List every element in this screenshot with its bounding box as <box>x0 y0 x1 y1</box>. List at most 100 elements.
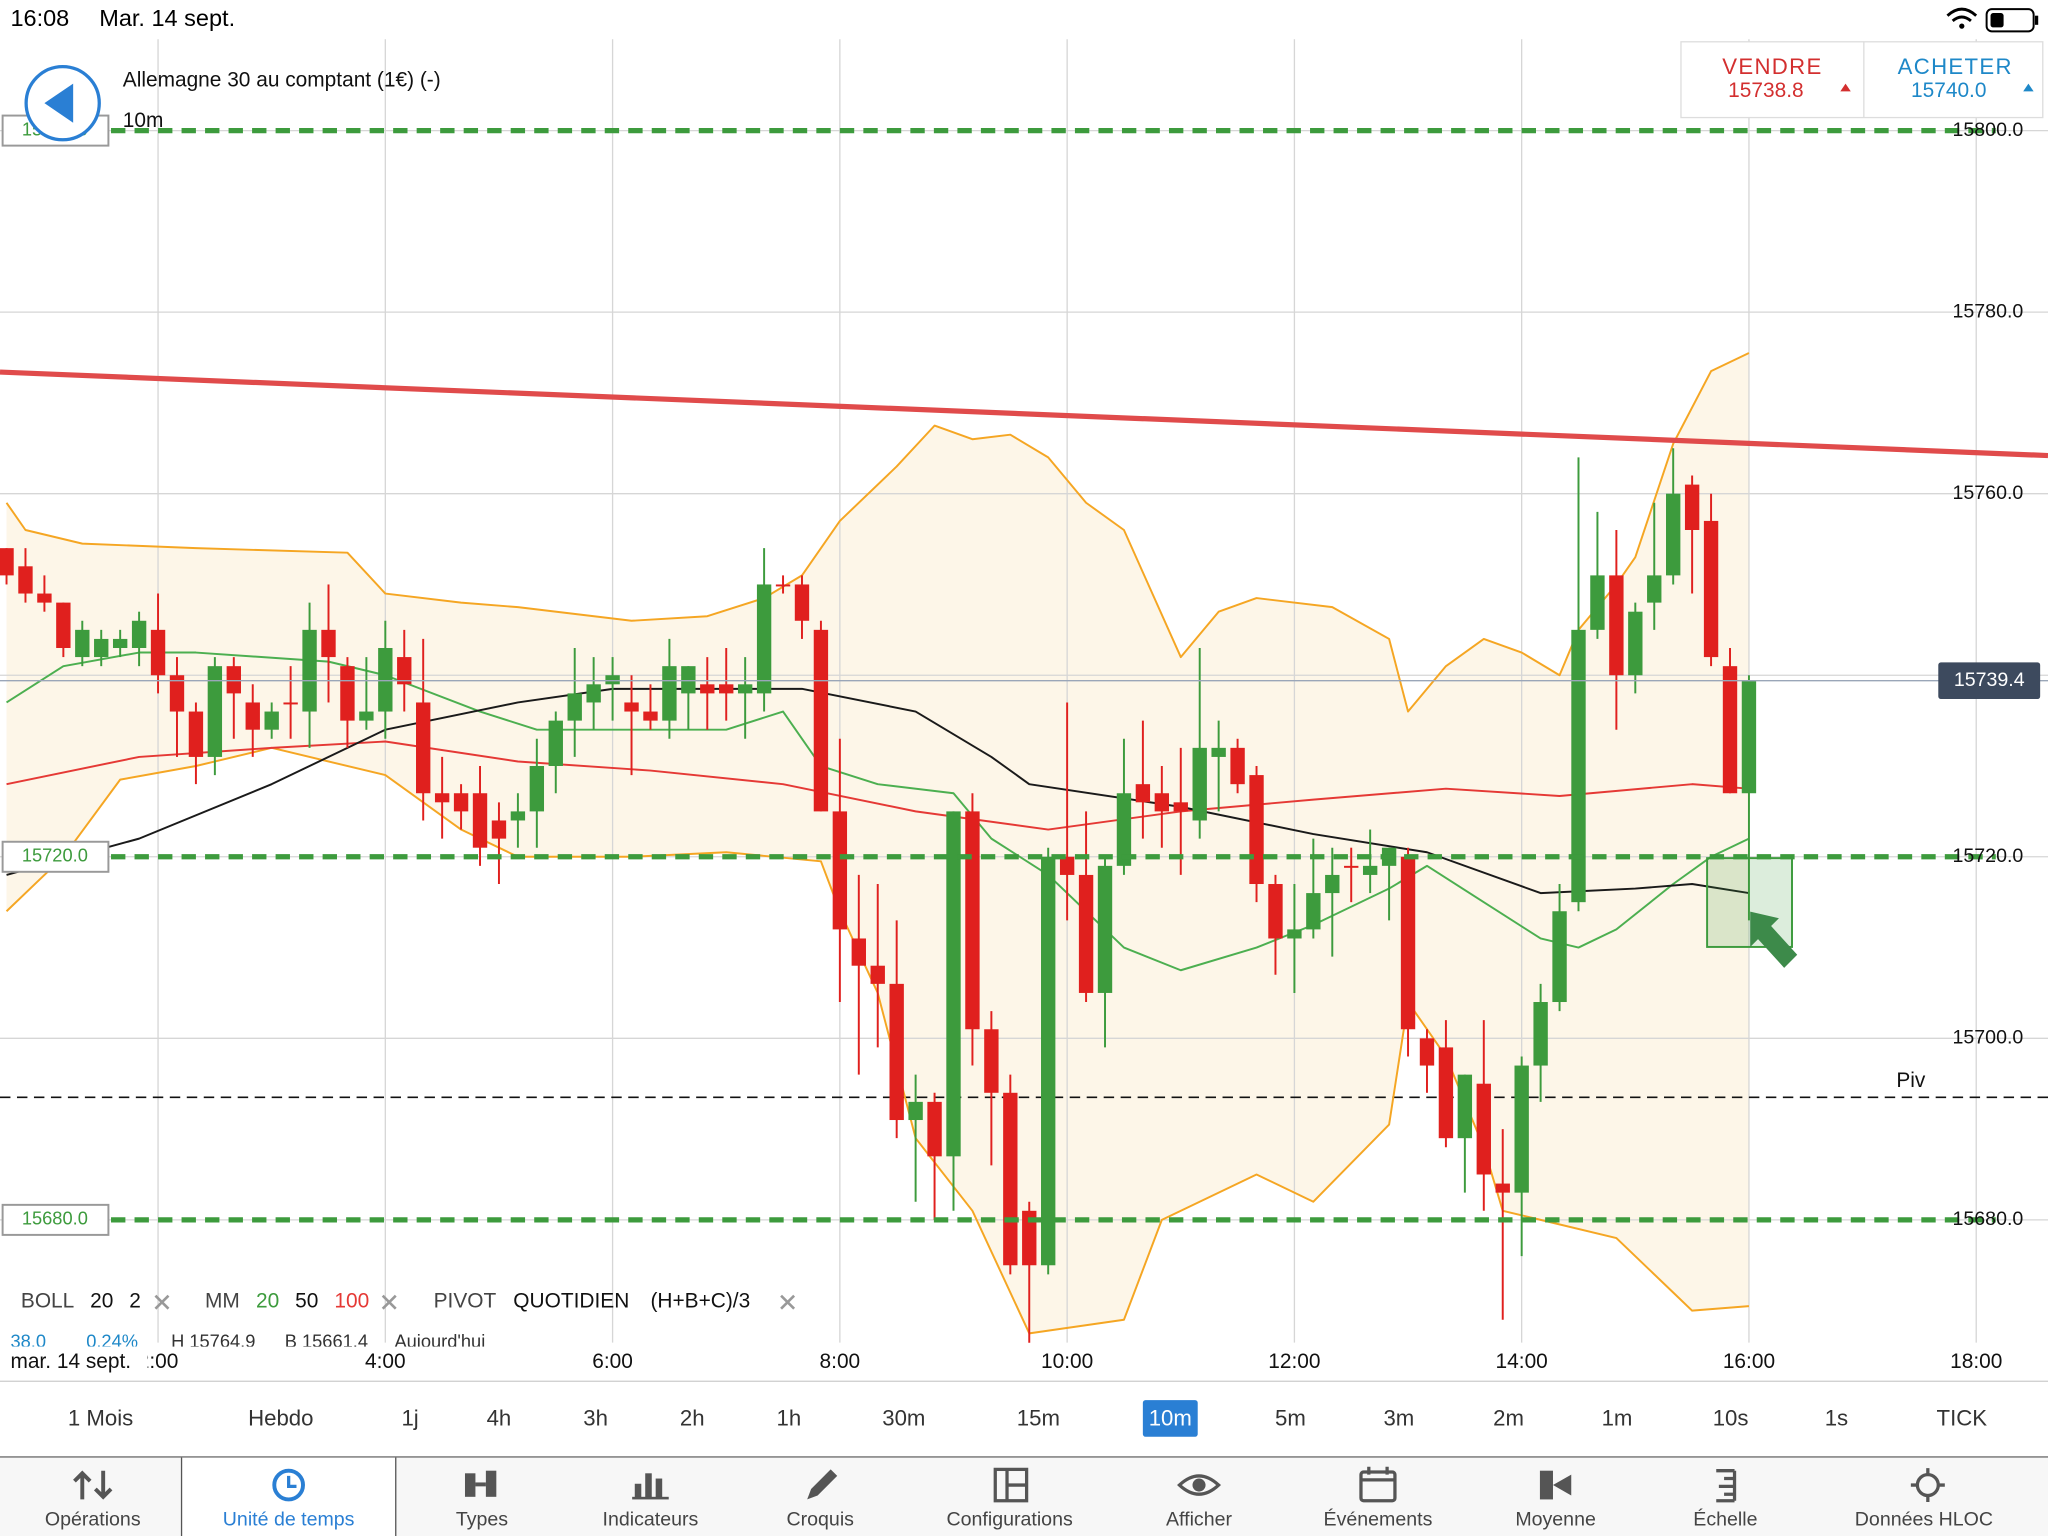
candle-body <box>813 629 829 812</box>
candle-body <box>321 629 336 658</box>
x-tick-label: 18:00 <box>1950 1350 2002 1373</box>
candle-body <box>1211 747 1226 757</box>
y-tick-label: 15800.0 <box>1953 119 2024 141</box>
candle-body <box>207 666 223 757</box>
timeframe-option[interactable]: 1s <box>1825 1406 1848 1431</box>
timeframe-option[interactable]: 1j <box>401 1406 418 1431</box>
timeframe-option[interactable]: 3m <box>1383 1406 1414 1431</box>
tab-label[interactable]: Échelle <box>1693 1507 1757 1530</box>
candle-body <box>1097 865 1113 993</box>
candle-body <box>1249 775 1264 885</box>
candle-body <box>1476 1083 1491 1175</box>
tab-label[interactable]: Afficher <box>1166 1508 1232 1530</box>
timeframe-option[interactable]: 30m <box>882 1406 925 1431</box>
buy-button[interactable]: ACHETER 15740.0 <box>1898 54 2034 102</box>
candle-body <box>1647 575 1662 603</box>
candle-body <box>453 793 469 812</box>
candle-body <box>586 684 601 703</box>
back-button[interactable] <box>24 64 101 142</box>
timeframe-option[interactable]: 3h <box>583 1406 608 1431</box>
pivot-label: Piv <box>1896 1069 1926 1092</box>
candle-body <box>1003 1092 1018 1266</box>
candle-body <box>1533 1002 1548 1066</box>
candle-body <box>681 666 696 694</box>
candle-body <box>1173 802 1188 812</box>
candle-body <box>1287 929 1302 939</box>
candle-body <box>908 1101 923 1121</box>
indicator-legend[interactable]: BOLL 20 2 MM 20 50 100 PIVOT QUOTIDIEN (… <box>10 1290 796 1352</box>
candle-body <box>75 629 90 658</box>
candle-body <box>1344 865 1359 868</box>
tab-label[interactable]: Croquis <box>787 1508 855 1530</box>
tab-label[interactable]: Configurations <box>947 1508 1073 1530</box>
candle-body <box>1514 1065 1529 1193</box>
candle-body <box>832 811 848 930</box>
candle-body <box>1230 747 1245 785</box>
candle-body <box>169 675 185 712</box>
candle-body <box>605 675 620 685</box>
tabs: Opérations Unité de temps Types Indicateurs… <box>45 1507 1993 1530</box>
candle-body <box>188 711 204 757</box>
sell-price: 15738.8 <box>1728 79 1803 102</box>
timeframe-option[interactable]: 10s <box>1713 1406 1749 1431</box>
info-change: 0.24% <box>86 1331 138 1352</box>
candle-body <box>397 657 412 685</box>
candle-body <box>359 711 374 721</box>
quote-box <box>1680 41 2044 119</box>
boll-name: BOLL <box>21 1290 74 1313</box>
pivot-name: PIVOT <box>434 1290 497 1313</box>
status-date: Mar. 14 sept. <box>99 5 235 31</box>
candle-body <box>378 648 393 712</box>
tab-label[interactable]: Indicateurs <box>603 1508 699 1530</box>
timeframe-option[interactable]: 15m <box>1017 1406 1060 1431</box>
candle-body <box>283 702 298 705</box>
timeframe-option[interactable]: 4h <box>487 1406 512 1431</box>
candle-body <box>1495 1183 1510 1193</box>
tab-label[interactable]: Types <box>456 1508 508 1530</box>
candle-body <box>302 629 317 712</box>
tab-label[interactable]: Opérations <box>45 1508 141 1530</box>
candle-body <box>1684 484 1700 530</box>
candle-body <box>870 965 885 984</box>
boll-deviation: 2 <box>129 1290 141 1313</box>
mm-period: 20 <box>256 1290 279 1313</box>
tab-label[interactable]: Événements <box>1324 1507 1433 1530</box>
candle-body <box>1457 1074 1473 1139</box>
candle-body <box>1419 1038 1435 1066</box>
candle-body <box>1722 666 1738 794</box>
candle-body <box>965 811 980 1030</box>
timeframe-option[interactable]: 2m <box>1493 1406 1524 1431</box>
timeframe-option[interactable]: 10m <box>1149 1406 1192 1431</box>
candle-body <box>529 766 545 812</box>
resize-arrow[interactable] <box>1750 911 1798 968</box>
candle-body <box>1022 1210 1037 1266</box>
sell-button[interactable]: VENDRE 15738.8 <box>1722 54 1851 102</box>
status-icons <box>1946 7 2039 33</box>
timeframe-selected-bg[interactable] <box>1142 1400 1198 1437</box>
timeframe-option[interactable]: 1m <box>1602 1406 1633 1431</box>
tab-label[interactable]: Données HLOC <box>1855 1508 1993 1530</box>
timeframe-option[interactable]: Hebdo <box>248 1406 313 1431</box>
selection-box[interactable] <box>1706 857 1793 948</box>
timeframe-option[interactable]: 1h <box>777 1406 802 1431</box>
candle-body <box>1306 893 1321 930</box>
date-label: mar. 14 sept. <box>10 1350 131 1373</box>
x-tick-label: 2:00 <box>138 1350 179 1373</box>
timeframe-option[interactable]: 5m <box>1275 1406 1306 1431</box>
timeframe-option[interactable]: 1 Mois <box>68 1406 133 1431</box>
tab-label[interactable]: Moyenne <box>1515 1508 1596 1530</box>
x-axis: 2:00 4:00 6:00 8:00 10:00 12:00 14:00 16:00 18:0… <box>138 1350 2003 1373</box>
timeframe-option[interactable]: TICK <box>1937 1406 1988 1431</box>
candle-body <box>245 702 260 730</box>
x-axis-band <box>0 1346 2048 1382</box>
y-tick-label: 15700.0 <box>1953 1027 2024 1049</box>
info-period: Aujourd'hui <box>394 1331 485 1352</box>
candle-body <box>1041 856 1056 1266</box>
timeframe-option[interactable]: 2h <box>680 1406 705 1431</box>
candle-body <box>131 620 147 649</box>
y-tick-label: 15760.0 <box>1953 482 2024 504</box>
level-label-box <box>1 840 110 873</box>
candle-body <box>150 629 166 676</box>
tab-label[interactable]: Unité de temps <box>223 1508 355 1530</box>
y-tick-label: 15780.0 <box>1953 300 2024 322</box>
